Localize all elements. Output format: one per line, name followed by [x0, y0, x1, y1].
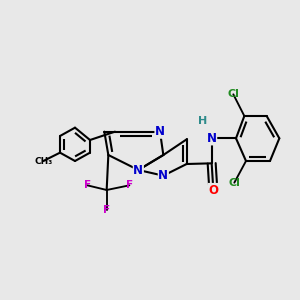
- Text: F: F: [84, 180, 91, 190]
- Text: H: H: [198, 116, 207, 126]
- Text: F: F: [126, 180, 133, 190]
- Text: O: O: [208, 184, 218, 196]
- Text: Cl: Cl: [227, 89, 239, 99]
- Text: N: N: [158, 169, 168, 182]
- Text: CH₃: CH₃: [34, 157, 52, 166]
- Text: N: N: [155, 125, 165, 138]
- Text: N: N: [207, 132, 217, 145]
- Text: Cl: Cl: [228, 178, 240, 188]
- Text: F: F: [103, 205, 110, 215]
- Text: N: N: [133, 164, 143, 176]
